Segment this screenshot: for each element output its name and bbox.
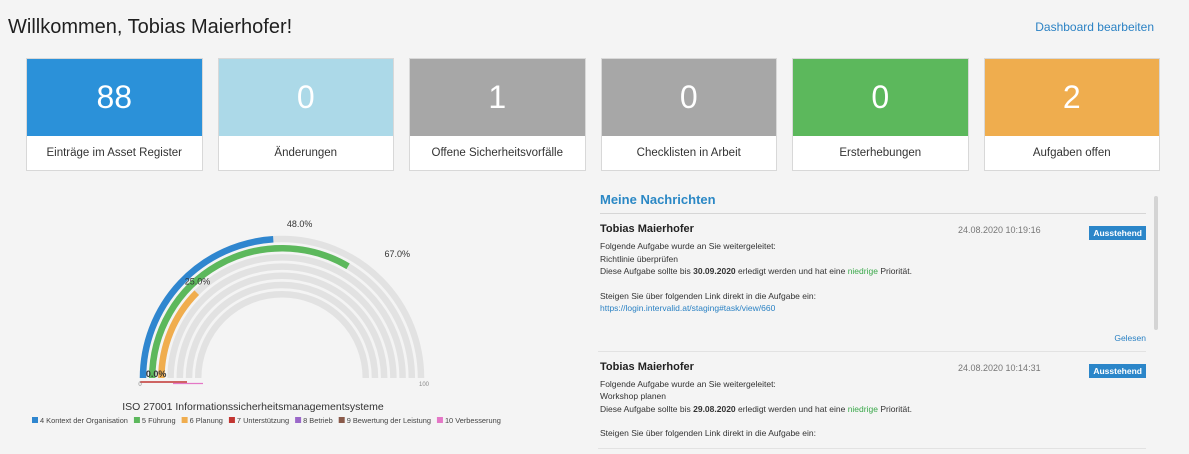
tile-value: 88 [27,59,202,136]
gauge-bar [158,290,200,379]
gauge-track [167,263,397,379]
gauge-track [194,291,370,379]
due-middle: erledigt werden und hat eine [738,266,846,276]
legend-swatch [181,417,188,423]
due-date: 29.08.2020 [693,403,736,414]
messages-scrollbar[interactable] [1154,196,1158,330]
message-task: Richtlinie überprüfen [600,253,678,264]
legend-label: 5 Führung [142,416,176,425]
legend-item[interactable]: 6 Planung [181,416,223,425]
tile-label: Einträge im Asset Register [46,147,182,159]
gauge-bar [139,236,274,379]
due-suffix: Priorität. [880,403,912,414]
gauge-value-label: 67.0% [384,249,410,259]
message-due-line: Diese Aufgabe sollte bis 29.08.2020 erle… [600,403,1146,416]
tile-value: 1 [410,59,585,136]
legend-item[interactable]: 4 Kontext der Organisation [32,416,128,425]
message-timestamp: 24.08.2020 10:14:31 [958,362,1041,373]
legend-swatch [32,417,38,423]
tile-asset-register[interactable]: 88 Einträge im Asset Register [26,58,203,171]
legend-label: 7 Unterstützung [237,416,289,425]
status-badge: Ausstehend [1089,363,1146,378]
messages-panel: Meine Nachrichten Tobias Maierhofer 24.0… [598,192,1146,449]
tile-label: Checklisten in Arbeit [636,147,741,159]
legend-item[interactable]: 5 Führung [133,416,176,425]
message-item[interactable]: Tobias Maierhofer 24.08.2020 10:19:16 Au… [598,214,1146,352]
priority: niedrige [847,266,878,276]
legend-label: 9 Bewertung der Leistung [347,416,431,425]
tile-value: 2 [984,59,1159,136]
gauge-track [176,272,388,379]
due-date: 30.09.2020 [693,266,736,276]
due-prefix: Diese Aufgabe sollte bis [600,266,691,276]
message-sender: Tobias Maierhofer [600,223,694,235]
gauge-value-label: 25.0% [185,276,211,286]
due-suffix: Priorität. [880,266,912,276]
task-link[interactable]: https://login.intervalid.at/staging#task… [600,303,776,313]
tile-changes[interactable]: 0 Änderungen [217,58,394,171]
legend-swatch [228,417,235,423]
legend-swatch [133,417,140,423]
legend-swatch [338,417,345,423]
message-sender: Tobias Maierhofer [600,360,694,373]
status-badge: Ausstehend [1089,226,1146,240]
message-task: Workshop planen [600,391,666,401]
chart-title: ISO 27001 Informationssicherheitsmanagem… [122,401,384,413]
message-intro: Folgende Aufgabe wurde an Sie weitergele… [600,378,776,389]
tile-label: Änderungen [274,147,338,159]
priority: niedrige [847,403,878,414]
legend-item[interactable]: 8 Betrieb [295,416,333,425]
legend-label: 10 Verbesserung [445,416,501,425]
messages-heading: Meine Nachrichten [600,192,1146,214]
tile-open-tasks[interactable]: 2 Aufgaben offen [983,58,1160,171]
tile-initial-assessments[interactable]: 0 Ersterhebungen [792,58,969,171]
tile-value: 0 [218,59,393,136]
link-intro: Steigen Sie über folgenden Link direkt i… [600,290,816,301]
axis-min-label: 0 [138,382,142,388]
legend-label: 6 Planung [190,416,223,425]
legend-swatch [295,417,302,423]
legend-item[interactable]: 7 Unterstützung [228,416,289,425]
mark-read-link[interactable]: Gelesen [1114,332,1146,343]
message-timestamp: 24.08.2020 10:19:16 [958,225,1041,235]
tile-label: Offene Sicherheitsvorfälle [431,147,563,159]
gauge-track [185,281,379,379]
link-intro: Steigen Sie über folgenden Link direkt i… [600,428,816,438]
gauge-bar [148,244,350,379]
message-intro: Folgende Aufgabe wurde an Sie weitergele… [600,241,776,251]
due-middle: erledigt werden und hat eine [738,403,846,414]
summary-tiles: 88 Einträge im Asset Register 0 Änderung… [26,58,1160,171]
message-body: Folgende Aufgabe wurde an Sie weitergele… [600,240,1146,315]
tile-label: Ersterhebungen [839,147,922,159]
gauge-value-label: 48.0% [287,219,313,229]
tile-security-incidents[interactable]: 1 Offene Sicherheitsvorfälle [409,58,586,171]
iso-gauge-chart: 48.0% 67.0% 25.0% 0.0% 0 100 ISO 27001 Info… [20,195,580,449]
tile-label: Aufgaben offen [1032,147,1111,159]
legend-label: 4 Kontext der Organisation [40,416,128,425]
page-title: Willkommen, Tobias Maierhofer! [8,16,293,38]
gauge-svg: 48.0% 67.0% 25.0% 0.0% 0 100 ISO 27001 Info… [32,219,501,425]
legend-swatch [436,417,443,423]
due-prefix: Diese Aufgabe sollte bis [600,403,691,414]
gauge-value-label: 0.0% [146,369,167,379]
tile-value: 0 [793,59,968,136]
legend-item[interactable]: 9 Bewertung der Leistung [338,416,431,425]
legend-item[interactable]: 10 Verbesserung [436,416,501,425]
tile-checklists[interactable]: 0 Checklisten in Arbeit [600,58,777,171]
edit-dashboard-link[interactable]: Dashboard bearbeiten [1035,20,1154,34]
tile-value: 0 [601,59,776,136]
legend-label: 8 Betrieb [303,416,333,425]
message-due-line: Diese Aufgabe sollte bis 30.09.2020 erle… [600,265,1146,278]
axis-max-label: 100 [419,382,430,388]
message-item[interactable]: Tobias Maierhofer 24.08.2020 10:14:31 Au… [598,352,1146,449]
message-body: Folgende Aufgabe wurde an Sie weitergele… [600,378,1146,440]
